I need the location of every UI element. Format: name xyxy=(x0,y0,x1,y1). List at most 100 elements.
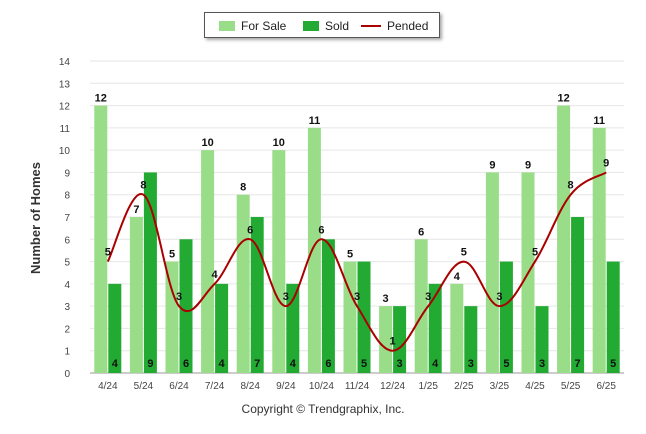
bar-sold[interactable] xyxy=(179,239,193,373)
x-tick-label: 5/24 xyxy=(134,381,154,392)
label-for-sale: 10 xyxy=(201,137,213,149)
x-tick-label: 3/25 xyxy=(490,381,510,392)
bar-sold[interactable] xyxy=(393,306,407,373)
label-sold: 4 xyxy=(219,358,226,370)
bar-sold[interactable] xyxy=(535,306,549,373)
x-tick-label: 2/25 xyxy=(454,381,474,392)
y-tick-label: 4 xyxy=(64,280,70,291)
y-tick-label: 10 xyxy=(59,146,71,157)
legend-item-for-sale[interactable]: For Sale xyxy=(219,18,286,34)
bar-sold[interactable] xyxy=(428,283,442,373)
y-tick-label: 5 xyxy=(64,258,70,269)
label-sold: 9 xyxy=(147,358,153,370)
bar-sold[interactable] xyxy=(108,283,122,373)
legend-label-for-sale: For Sale xyxy=(241,19,287,33)
bar-for-sale[interactable] xyxy=(379,306,393,373)
x-tick-label: 6/24 xyxy=(169,381,189,392)
bar-sold[interactable] xyxy=(571,217,585,373)
label-sold: 5 xyxy=(503,358,509,370)
label-sold: 4 xyxy=(112,358,119,370)
label-pended: 3 xyxy=(425,291,431,303)
legend-item-sold[interactable]: Sold xyxy=(303,18,349,34)
y-axis-title: Number of Homes xyxy=(28,162,43,274)
label-sold: 3 xyxy=(468,358,474,370)
pended-line xyxy=(106,171,607,352)
x-tick-label: 10/24 xyxy=(309,381,334,392)
label-sold: 6 xyxy=(325,358,331,370)
x-tick-label: 8/24 xyxy=(240,381,260,392)
bar-for-sale[interactable] xyxy=(485,172,499,373)
sold-swatch xyxy=(303,21,319,31)
x-tick-label: 5/25 xyxy=(561,381,581,392)
label-for-sale: 11 xyxy=(593,115,605,127)
label-for-sale: 4 xyxy=(454,271,461,283)
bar-for-sale[interactable] xyxy=(165,261,179,373)
label-pended: 8 xyxy=(568,180,574,192)
label-sold: 4 xyxy=(432,358,439,370)
label-sold: 7 xyxy=(254,358,260,370)
label-for-sale: 7 xyxy=(133,204,139,216)
for-sale-swatch xyxy=(219,21,235,31)
label-for-sale: 5 xyxy=(347,249,353,261)
label-sold: 7 xyxy=(575,358,581,370)
label-pended: 3 xyxy=(354,291,360,303)
x-tick-labels: 4/24 5/24 6/24 7/24 8/24 9/24 10/24 11/24 12/24 1… xyxy=(98,381,616,392)
legend-item-pended[interactable]: Pended xyxy=(361,18,428,34)
bar-for-sale[interactable] xyxy=(414,239,428,373)
y-tick-label: 14 xyxy=(59,57,71,68)
bar-sold[interactable] xyxy=(606,261,620,373)
label-for-sale: 8 xyxy=(240,182,246,194)
y-tick-label: 0 xyxy=(64,369,70,380)
grid xyxy=(90,60,624,374)
y-tick-label: 7 xyxy=(64,213,70,224)
label-sold: 3 xyxy=(397,358,403,370)
label-pended: 5 xyxy=(532,247,538,259)
legend-label-pended: Pended xyxy=(387,19,429,33)
label-sold: 5 xyxy=(361,358,367,370)
label-pended: 5 xyxy=(461,247,467,259)
bar-for-sale[interactable] xyxy=(557,105,571,374)
label-pended: 5 xyxy=(105,247,111,259)
label-sold: 5 xyxy=(610,358,616,370)
y-tick-label: 11 xyxy=(60,124,71,135)
bar-for-sale[interactable] xyxy=(94,105,108,374)
label-for-sale: 9 xyxy=(489,159,495,171)
bar-for-sale[interactable] xyxy=(307,127,321,373)
label-pended: 4 xyxy=(212,269,219,281)
bar-for-sale[interactable] xyxy=(592,127,606,373)
bar-sold[interactable] xyxy=(215,283,229,373)
bar-for-sale[interactable] xyxy=(201,150,215,373)
x-tick-label: 9/24 xyxy=(276,381,296,392)
bar-for-sale[interactable] xyxy=(272,150,286,373)
bar-for-sale[interactable] xyxy=(236,194,250,373)
y-tick-label: 13 xyxy=(59,79,71,90)
y-tick-label: 3 xyxy=(64,302,70,313)
pended-swatch xyxy=(361,25,381,27)
label-for-sale: 11 xyxy=(309,115,321,127)
bar-sold[interactable] xyxy=(321,239,335,373)
x-tick-label: 4/25 xyxy=(525,381,545,392)
bar-sold[interactable] xyxy=(143,172,157,373)
bar-sold[interactable] xyxy=(499,261,513,373)
bar-for-sale[interactable] xyxy=(450,283,464,373)
bar-sold[interactable] xyxy=(464,306,478,373)
y-tick-label: 1 xyxy=(64,347,70,358)
pended-line-path[interactable] xyxy=(106,171,607,352)
label-pended: 8 xyxy=(140,180,146,192)
y-tick-label: 8 xyxy=(64,191,70,202)
copyright-text: Copyright © Trendgraphix, Inc. xyxy=(241,402,405,416)
bar-sold[interactable] xyxy=(286,283,300,373)
legend-label-sold: Sold xyxy=(325,19,350,33)
bar-for-sale[interactable] xyxy=(129,217,143,373)
y-tick-label: 6 xyxy=(64,235,70,246)
label-for-sale: 9 xyxy=(525,159,531,171)
label-for-sale: 12 xyxy=(557,93,569,105)
x-tick-label: 6/25 xyxy=(596,381,616,392)
x-tick-label: 11/24 xyxy=(345,381,370,392)
label-pended: 6 xyxy=(247,224,253,236)
label-for-sale: 3 xyxy=(383,293,389,305)
bar-for-sale[interactable] xyxy=(343,261,357,373)
legend: For Sale Sold Pended xyxy=(204,12,440,38)
